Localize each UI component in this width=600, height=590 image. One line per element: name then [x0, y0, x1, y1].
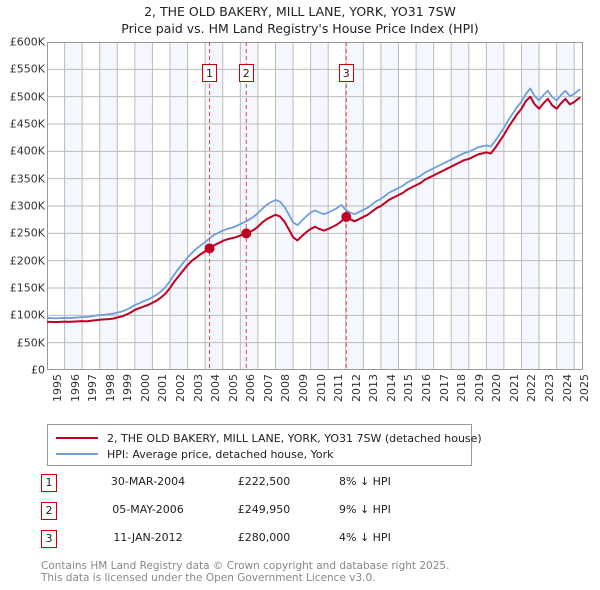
txn-price: £222,500: [237, 475, 291, 488]
x-tick-label: 2005: [226, 374, 240, 402]
x-tick-label: 2012: [349, 374, 363, 402]
x-tick-label: 1997: [86, 374, 100, 402]
title-line-1: 2, THE OLD BAKERY, MILL LANE, YORK, YO31…: [144, 4, 456, 19]
price-history-line-chart: [47, 42, 583, 370]
y-tick-label: £450K: [9, 117, 45, 131]
legend-label-price-paid: 2, THE OLD BAKERY, MILL LANE, YORK, YO31…: [107, 431, 482, 445]
x-axis-labels: 1995 1996 1997 1998 1999 2000 2001 2002 2003 2004…: [47, 374, 591, 418]
chart-plot-area: [47, 42, 583, 370]
y-tick-label: £600K: [9, 35, 45, 49]
chart-marker-1[interactable]: 1: [202, 64, 218, 82]
y-tick-label: £50K: [16, 336, 45, 350]
legend-swatch-hpi: [56, 453, 98, 455]
y-tick-label: £100K: [9, 308, 45, 322]
txn-date: 30-MAR-2004: [110, 475, 186, 488]
x-tick-label: 2016: [420, 374, 434, 402]
x-tick-label: 2023: [543, 374, 557, 402]
txn-hpi-delta: 9% ↓ HPI: [339, 503, 391, 516]
page-title: 2, THE OLD BAKERY, MILL LANE, YORK, YO31…: [0, 3, 600, 37]
x-tick-label: 2011: [332, 374, 346, 402]
x-tick-label: 2017: [437, 374, 451, 402]
x-tick-label: 2019: [472, 374, 486, 402]
y-tick-label: £200K: [9, 254, 45, 268]
x-tick-label: 2015: [402, 374, 416, 402]
x-tick-label: 2025: [578, 374, 592, 402]
x-tick-label: 1995: [51, 374, 64, 402]
legend-label-hpi: HPI: Average price, detached house, York: [107, 447, 334, 461]
x-tick-label: 2020: [490, 374, 504, 402]
footer-line-1: Contains HM Land Registry data © Crown c…: [41, 560, 450, 572]
x-tick-label: 2013: [367, 374, 381, 402]
txn-date: 11-JAN-2012: [113, 531, 183, 544]
x-tick-label: 1998: [103, 374, 117, 402]
chart-marker-2[interactable]: 2: [238, 64, 254, 82]
chart-legend: 2, THE OLD BAKERY, MILL LANE, YORK, YO31…: [47, 424, 482, 466]
x-tick-label: 2003: [191, 374, 205, 402]
x-tick-label: 1999: [121, 374, 135, 402]
legend-swatch-price-paid: [56, 437, 98, 439]
legend-item-price-paid: 2, THE OLD BAKERY, MILL LANE, YORK, YO31…: [56, 430, 482, 446]
x-tick-label: 2022: [525, 374, 539, 402]
x-tick-label: 2007: [261, 374, 275, 402]
x-tick-label: 2006: [244, 374, 258, 402]
footer-line-2: This data is licensed under the Open Gov…: [41, 572, 376, 584]
legend-item-hpi: HPI: Average price, detached house, York: [56, 446, 463, 462]
y-axis-labels: £0 £50K £100K £150K £200K £250K £300K £350K £400…: [0, 36, 45, 377]
y-tick-label: £0: [31, 363, 45, 377]
attribution-footer: Contains HM Land Registry data © Crown c…: [41, 560, 561, 584]
txn-date: 05-MAY-2006: [112, 503, 184, 516]
title-line-2: Price paid vs. HM Land Registry's House …: [121, 21, 479, 36]
txn-index-badge: 3: [41, 530, 57, 548]
x-tick-label: 2010: [314, 374, 328, 402]
txn-index-badge: 2: [41, 502, 57, 520]
y-tick-label: £400K: [9, 144, 45, 158]
x-tick-label: 2004: [209, 374, 223, 402]
transactions-table: 1 30-MAR-2004 £222,500 8% ↓ HPI 2 05-MAY…: [41, 474, 461, 558]
table-row: 3 11-JAN-2012 £280,000 4% ↓ HPI: [41, 530, 461, 558]
txn-hpi-delta: 8% ↓ HPI: [339, 475, 391, 488]
txn-hpi-delta: 4% ↓ HPI: [339, 531, 391, 544]
txn-price: £280,000: [237, 531, 291, 544]
x-tick-label: 2008: [279, 374, 293, 402]
x-tick-label: 2002: [174, 374, 188, 402]
y-tick-label: £500K: [9, 90, 45, 104]
x-tick-label: 2018: [455, 374, 469, 402]
x-tick-label: 2000: [138, 374, 152, 402]
x-tick-label: 2001: [156, 374, 170, 402]
x-tick-label: 2009: [297, 374, 311, 402]
txn-index-badge: 1: [41, 474, 57, 492]
x-tick-label: 2014: [384, 374, 398, 402]
x-tick-label: 2024: [560, 374, 574, 402]
table-row: 1 30-MAR-2004 £222,500 8% ↓ HPI: [41, 474, 461, 502]
y-tick-label: £300K: [9, 199, 45, 213]
table-row: 2 05-MAY-2006 £249,950 9% ↓ HPI: [41, 502, 461, 530]
txn-price: £249,950: [237, 503, 291, 516]
y-tick-label: £150K: [9, 281, 45, 295]
chart-marker-3[interactable]: 3: [338, 64, 354, 82]
y-tick-label: £250K: [9, 226, 45, 240]
x-tick-label: 2021: [507, 374, 521, 402]
y-tick-label: £350K: [9, 172, 45, 186]
x-tick-label: 1996: [68, 374, 82, 402]
y-tick-label: £550K: [9, 62, 45, 76]
